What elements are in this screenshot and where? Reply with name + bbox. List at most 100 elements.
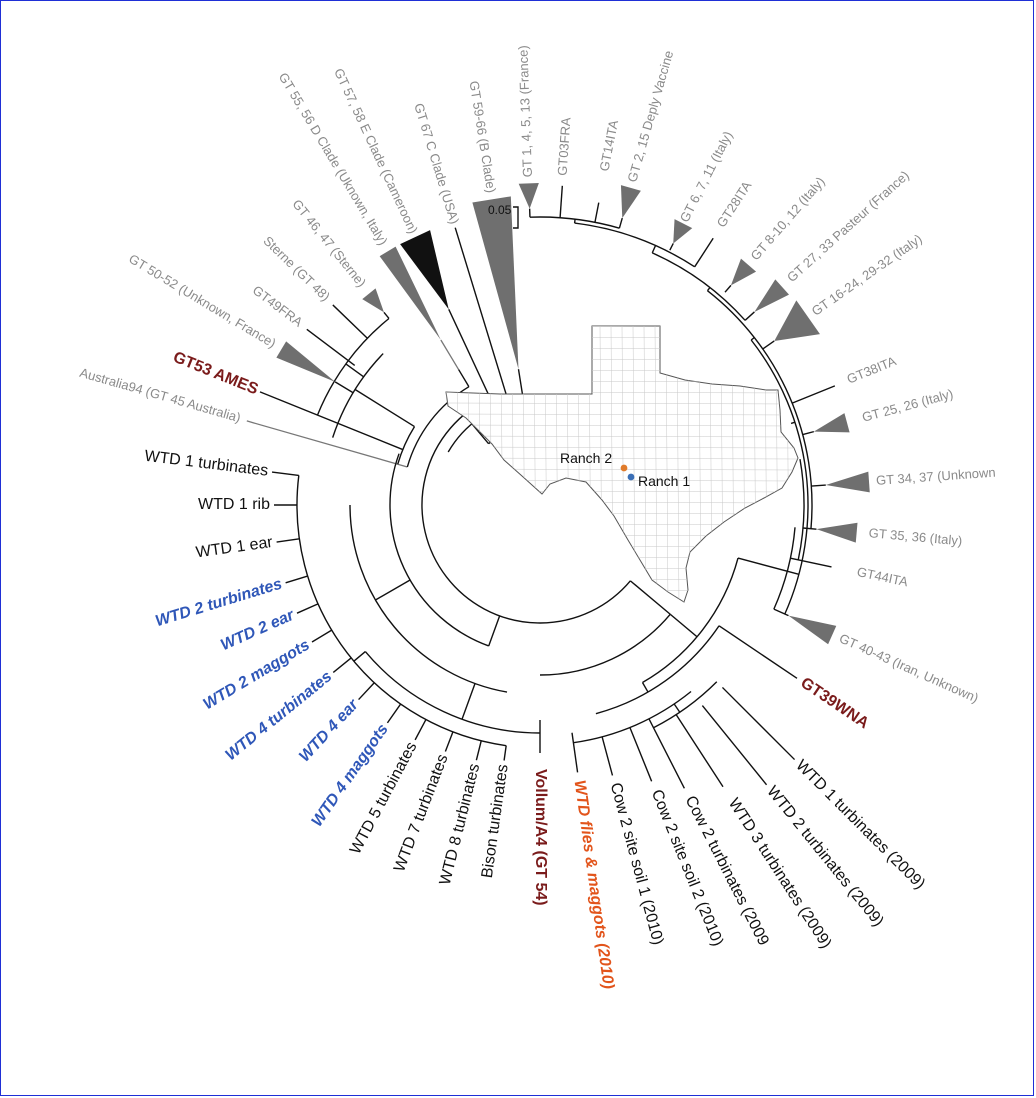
ranch-1-marker xyxy=(627,473,635,481)
leaf-branch xyxy=(246,420,408,468)
internal-branch-arc xyxy=(397,426,416,465)
ranch-2-label: Ranch 2 xyxy=(560,450,612,466)
collapsed-clade-wedge xyxy=(276,341,336,382)
leaf-branch xyxy=(311,629,333,643)
internal-branch-arc xyxy=(389,453,489,647)
collapsed-clade-wedge xyxy=(730,258,757,286)
leaf-branch xyxy=(448,309,491,399)
leaf-label: GT14ITA xyxy=(596,118,621,172)
leaf-branch xyxy=(285,575,308,584)
leaf-branch xyxy=(802,527,817,530)
leaf-branch xyxy=(802,430,815,436)
leaf-branch xyxy=(721,686,796,761)
leaf-branch xyxy=(790,557,832,568)
texas-map-inset: Ranch 2 Ranch 1 xyxy=(445,325,799,603)
internal-branch xyxy=(673,703,681,713)
internal-branch xyxy=(790,421,796,425)
leaf-branch xyxy=(773,608,789,617)
leaf-branch xyxy=(694,237,714,268)
leaf-branch xyxy=(601,736,614,776)
leaf-branch xyxy=(629,727,653,782)
internal-branch-arc xyxy=(316,317,390,416)
collapsed-clade-wedge xyxy=(813,413,850,433)
leaf-branch xyxy=(383,311,390,319)
leaf-branch xyxy=(618,217,623,229)
clade-wedges xyxy=(276,183,870,645)
leaf-label: GT03FRA xyxy=(554,117,573,177)
internal-branch-arc xyxy=(595,625,720,715)
leaf-branch xyxy=(454,227,510,404)
leaf-label: GT49FRA xyxy=(250,282,306,329)
leaf-label: WTD 3 turbinates (2009) xyxy=(725,795,835,951)
leaf-label: WTD 1 turbinates (2009) xyxy=(792,757,928,893)
leaf-branch xyxy=(675,714,724,788)
leaf-label: Bison turbinates xyxy=(479,763,512,879)
leaf-branch xyxy=(724,284,732,293)
ranch-2-marker xyxy=(620,464,628,472)
leaf-label: GT53 AMES xyxy=(171,349,261,399)
leaf-branch xyxy=(332,657,352,673)
internal-branch-arc xyxy=(296,475,507,747)
collapsed-clade-wedge xyxy=(362,288,384,313)
leaf-branch xyxy=(762,340,775,350)
leaf-label: GT 34, 37 (Unknown xyxy=(876,465,996,488)
collapsed-clade-wedge xyxy=(400,230,449,310)
internal-branch xyxy=(375,579,411,601)
leaf-label: WTD 1 rib xyxy=(198,496,270,513)
internal-branch xyxy=(750,336,755,341)
internal-branch xyxy=(641,682,649,693)
leaf-branch xyxy=(386,703,402,724)
collapsed-clade-wedge xyxy=(472,196,519,370)
collapsed-clade-wedge xyxy=(825,471,870,493)
leaf-branch xyxy=(414,719,427,741)
leaf-label: WTD 8 turbinates xyxy=(437,762,484,887)
leaf-branch xyxy=(358,682,375,701)
leaf-label: GT 2, 15 Deply Vaccine xyxy=(624,49,676,184)
internal-branch-arc xyxy=(750,339,809,615)
internal-branch-arc xyxy=(421,397,631,624)
collapsed-clade-wedge xyxy=(816,522,858,543)
internal-branch xyxy=(651,245,657,254)
leaf-label: GT 67 C Clade (USA) xyxy=(411,101,462,225)
leaf-branch xyxy=(440,339,460,370)
collapsed-clade-wedge xyxy=(754,279,789,312)
collapsed-clade-wedge xyxy=(518,183,539,209)
leaf-label: WTD flies & maggots (2010) xyxy=(571,779,617,990)
scale-bar: 0.05 xyxy=(488,203,519,229)
scale-bar-label: 0.05 xyxy=(488,203,512,217)
internal-branch xyxy=(458,369,470,388)
leaf-branch xyxy=(503,745,507,761)
leaf-label: GT 27, 33 Pasteur (France) xyxy=(784,168,912,285)
leaf-branch xyxy=(271,471,299,477)
leaf-label: WTD 1 ear xyxy=(195,534,275,562)
collapsed-clade-wedge xyxy=(673,219,693,244)
internal-branch xyxy=(354,388,415,428)
internal-branch xyxy=(706,287,711,292)
leaf-branch xyxy=(306,328,356,366)
leaf-branch xyxy=(811,484,826,487)
leaf-branch xyxy=(791,385,836,404)
internal-branch-arc xyxy=(539,613,671,676)
collapsed-clade-wedge xyxy=(788,615,837,645)
collapsed-clade-wedge xyxy=(620,185,641,219)
leaf-label: GT 59-66 (B Clade) xyxy=(466,80,499,194)
internal-branch-arc xyxy=(653,681,718,729)
leaf-branch xyxy=(276,538,300,543)
internal-branch-arc xyxy=(797,459,805,561)
internal-branch xyxy=(461,683,476,720)
ranch-1-label: Ranch 1 xyxy=(638,473,690,489)
collapsed-clade-wedge xyxy=(774,300,820,341)
leaf-branch xyxy=(571,732,579,773)
internal-branch-arc xyxy=(773,527,796,610)
leaf-label: GT 50-52 (Unknown, France) xyxy=(126,251,278,351)
leaf-branch xyxy=(334,381,354,394)
leaf-label: WTD 4 ear xyxy=(296,696,362,765)
leaf-branch xyxy=(332,304,368,339)
internal-branch xyxy=(353,651,366,662)
leaf-branch xyxy=(744,311,755,321)
leaf-branch xyxy=(594,202,600,223)
internal-branch xyxy=(488,615,501,647)
internal-branch-arc xyxy=(573,690,692,744)
leaf-branch xyxy=(718,625,798,679)
